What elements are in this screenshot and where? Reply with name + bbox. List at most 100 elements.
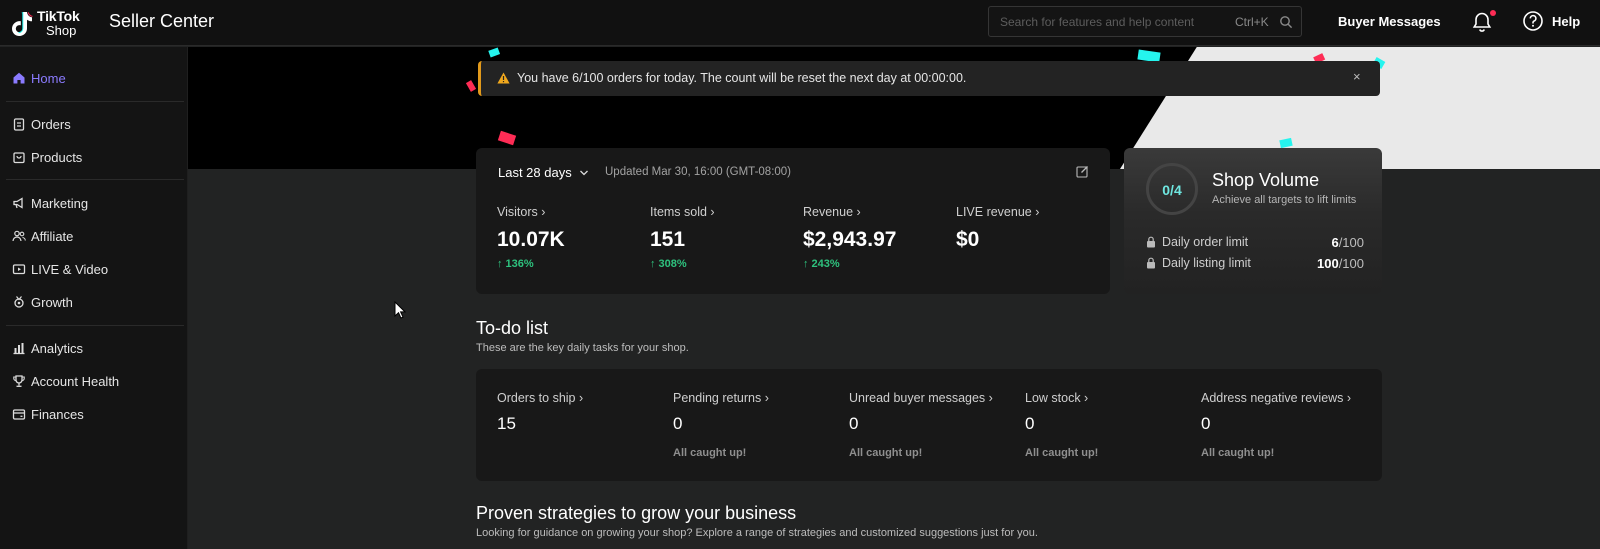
logo-text-tiktok: TikTok: [37, 8, 80, 24]
metric-label: LIVE revenue ›: [956, 205, 1040, 219]
sidebar-divider: [6, 179, 184, 180]
todo-note: All caught up!: [1201, 447, 1275, 459]
buyer-messages-button[interactable]: Buyer Messages: [1338, 14, 1441, 29]
todo-value: 0: [673, 414, 683, 433]
metric-change: ↑ 136%: [497, 258, 534, 270]
metric-change: ↑ 308%: [650, 258, 687, 270]
top-bar: TikTok Shop Seller Center Search for fea…: [0, 0, 1600, 46]
metric-value: $0: [956, 228, 980, 251]
limit-label: Daily listing limit: [1162, 256, 1251, 270]
close-icon[interactable]: ×: [1353, 69, 1361, 84]
todo-unread-buyer-messages[interactable]: Unread buyer messages › 0 All caught up!: [849, 391, 1021, 471]
todo-subtitle: These are the key daily tasks for your s…: [476, 342, 689, 354]
metric-value: 10.07K: [497, 228, 565, 251]
lock-icon: [1147, 257, 1155, 269]
period-selector[interactable]: Last 28 days: [498, 165, 589, 180]
sidebar-item-label: Finances: [31, 407, 84, 422]
limit-value: 100/100: [1317, 256, 1364, 271]
notification-dot: [1490, 10, 1496, 16]
alert-message: You have 6/100 orders for today. The cou…: [517, 71, 967, 85]
todo-value: 15: [497, 414, 516, 433]
todo-value: 0: [849, 414, 859, 433]
shop-volume-title: Shop Volume: [1212, 170, 1320, 190]
metric-change: ↑ 243%: [803, 258, 840, 270]
updated-timestamp: Updated Mar 30, 16:00 (GMT-08:00): [605, 166, 792, 178]
orders-limit-alert: You have 6/100 orders for today. The cou…: [478, 61, 1380, 96]
todo-label: Address negative reviews ›: [1201, 391, 1352, 405]
sidebar-item-orders[interactable]: Orders: [4, 110, 184, 138]
medal-icon: [14, 296, 24, 308]
sidebar-divider: [6, 101, 184, 102]
search-shortcut: Ctrl+K: [1235, 15, 1269, 29]
people-icon: [12, 230, 26, 242]
todo-value: 0: [1201, 414, 1211, 433]
sidebar-item-account-health[interactable]: Account Health: [4, 367, 184, 395]
help-button[interactable]: Help: [1552, 14, 1581, 29]
todo-label: Orders to ship ›: [497, 391, 584, 405]
sidebar-item-products[interactable]: Products: [4, 143, 184, 171]
sidebar-item-label: Account Health: [31, 374, 120, 389]
sidebar-item-label: Affiliate: [31, 229, 74, 244]
sidebar-item-live-video[interactable]: LIVE & Video: [4, 255, 184, 283]
limit-value: 6/100: [1331, 235, 1364, 250]
limit-current: 6: [1331, 235, 1339, 250]
metric-value: $2,943.97: [803, 228, 897, 251]
metric-visitors[interactable]: Visitors › 10.07K ↑ 136%: [497, 205, 647, 275]
lock-icon: [1147, 236, 1155, 248]
sidebar-item-growth[interactable]: Growth: [4, 288, 184, 316]
todo-orders-to-ship[interactable]: Orders to ship › 15: [497, 391, 669, 471]
sidebar-item-affiliate[interactable]: Affiliate: [4, 222, 184, 250]
shop-volume-subtitle: Achieve all targets to lift limits: [1212, 194, 1357, 206]
todo-label: Pending returns ›: [673, 391, 769, 405]
help-icon[interactable]: [1522, 10, 1544, 32]
video-icon: [12, 264, 26, 275]
shop-volume-card[interactable]: 0/4 Shop Volume Achieve all targets to l…: [1124, 148, 1382, 294]
todo-card: Orders to ship › 15 Pending returns › 0 …: [476, 369, 1382, 481]
sidebar-item-label: Products: [31, 150, 83, 165]
todo-value: 0: [1025, 414, 1035, 433]
banner-confetti: [465, 47, 1386, 149]
shop-stats-card: Last 28 days Updated Mar 30, 16:00 (GMT-…: [476, 148, 1110, 294]
shop-volume-progress: 0/4: [1162, 182, 1182, 198]
todo-note: All caught up!: [1025, 447, 1099, 459]
sidebar-item-label: Analytics: [31, 341, 84, 356]
logo-text-shop: Shop: [46, 23, 77, 38]
metric-live-revenue[interactable]: LIVE revenue › $0: [956, 205, 1106, 275]
clipboard-icon: [13, 118, 25, 131]
tiktok-note-icon: [12, 12, 33, 36]
sidebar-divider: [6, 325, 184, 326]
todo-note: All caught up!: [673, 447, 747, 459]
limit-total: /100: [1338, 256, 1364, 271]
sidebar-item-label: LIVE & Video: [31, 262, 109, 277]
todo-pending-returns[interactable]: Pending returns › 0 All caught up!: [673, 391, 845, 471]
chevron-down-icon: [580, 170, 589, 176]
mouse-cursor-icon: [394, 301, 406, 319]
trophy-icon: [13, 375, 25, 387]
metric-value: 151: [650, 228, 686, 251]
edit-icon[interactable]: [1076, 165, 1089, 178]
sidebar-item-marketing[interactable]: Marketing: [4, 189, 184, 217]
metric-items-sold[interactable]: Items sold › 151 ↑ 308%: [650, 205, 800, 275]
sidebar: Home Orders Products Marketing Affiliate…: [0, 47, 188, 549]
sidebar-item-analytics[interactable]: Analytics: [4, 334, 184, 362]
sidebar-item-home[interactable]: Home: [4, 64, 184, 92]
metric-label: Revenue ›: [803, 205, 861, 219]
bell-icon[interactable]: [1470, 10, 1494, 34]
sidebar-item-label: Orders: [31, 117, 71, 132]
search-icon[interactable]: [1279, 15, 1293, 29]
tiktok-shop-logo[interactable]: TikTok Shop: [10, 7, 84, 39]
warning-icon: [497, 72, 510, 84]
sidebar-item-label: Growth: [31, 295, 73, 310]
metric-label: Items sold ›: [650, 205, 715, 219]
bag-icon: [13, 152, 25, 164]
metric-revenue[interactable]: Revenue › $2,943.97 ↑ 243%: [803, 205, 953, 275]
todo-low-stock[interactable]: Low stock › 0 All caught up!: [1025, 391, 1197, 471]
todo-note: All caught up!: [849, 447, 923, 459]
daily-listing-limit-row: Daily listing limit 100/100: [1146, 255, 1364, 273]
sidebar-item-finances[interactable]: Finances: [4, 400, 184, 428]
limit-current: 100: [1316, 256, 1339, 271]
home-icon: [13, 72, 25, 84]
megaphone-icon: [13, 197, 23, 209]
search-input[interactable]: Search for features and help content Ctr…: [988, 6, 1302, 37]
todo-address-negative-reviews[interactable]: Address negative reviews › 0 All caught …: [1201, 391, 1373, 471]
